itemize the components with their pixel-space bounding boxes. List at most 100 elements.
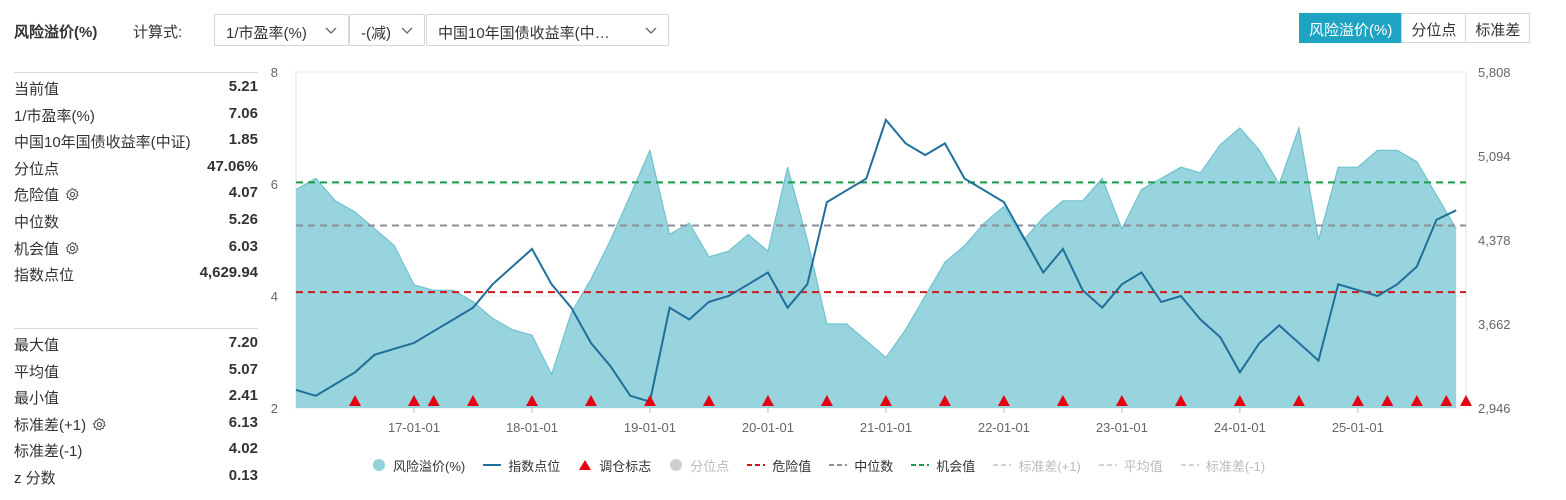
legend-swatch-icon <box>1180 464 1199 466</box>
denominator-select[interactable]: 中国10年国债收益率(中… <box>426 14 669 46</box>
legend-label: 标准差(+1) <box>1018 458 1081 474</box>
stat-row: 机会值 6.03 <box>14 233 258 260</box>
stat-value: 4.07 <box>228 184 258 202</box>
stat-label: 中国10年国债收益率(中证) <box>14 134 191 152</box>
stat-value: 2.41 <box>228 387 258 405</box>
stat-row: 1/市盈率(%) 7.06 <box>14 100 258 127</box>
legend-item[interactable]: 中位数 <box>829 455 893 475</box>
legend-item[interactable]: 风险溢价(%) <box>372 455 465 475</box>
stat-label: 指数点位 <box>14 267 75 285</box>
rebalance-marker <box>427 395 440 406</box>
stat-row: 中国10年国债收益率(中证) 1.85 <box>14 126 258 153</box>
stat-value: 4,629.94 <box>199 264 258 282</box>
legend-swatch-icon <box>579 460 592 470</box>
stat-label: 危险值 <box>14 187 60 205</box>
legend-swatch-icon <box>670 459 683 471</box>
stat-label: 标准差(+1) <box>14 416 87 434</box>
y-left-tick-label: 2 <box>271 401 278 416</box>
rebalance-marker <box>407 395 420 406</box>
stat-label: z 分数 <box>14 469 56 487</box>
y-right-tick-label: 2,946 <box>1478 401 1511 416</box>
legend-item[interactable]: 调仓标志 <box>578 455 651 475</box>
stat-row: 平均值 5.07 <box>14 356 258 383</box>
numerator-select[interactable]: 1/市盈率(%) <box>214 14 349 46</box>
legend-item[interactable]: 标准差(+1) <box>993 455 1081 475</box>
operator-select[interactable]: -(减) <box>349 14 425 46</box>
stats-panel-current: 当前值 5.21 1/市盈率(%) 7.06 中国10年国债收益率(中证) 1.85 分位点… <box>14 72 258 286</box>
y-left-tick-label: 6 <box>271 177 278 192</box>
tab-percentile[interactable]: 分位点 <box>1401 13 1467 43</box>
gear-icon[interactable] <box>65 241 80 256</box>
legend-swatch-icon <box>373 459 385 471</box>
rebalance-marker <box>584 395 597 406</box>
stat-value: 7.06 <box>228 104 258 122</box>
tab-risk-premium[interactable]: 风险溢价(%) <box>1299 13 1403 43</box>
y-right-tick-label: 5,094 <box>1478 149 1511 164</box>
legend-label: 平均值 <box>1123 458 1163 474</box>
rebalance-marker <box>702 395 715 406</box>
rebalance-marker <box>1381 395 1394 406</box>
legend-item[interactable]: 危险值 <box>747 455 811 475</box>
gear-icon[interactable] <box>65 187 80 202</box>
x-tick-label: 24-01-01 <box>1214 420 1266 435</box>
stat-value: 47.06% <box>207 157 258 175</box>
view-tabs: 风险溢价(%) 分位点 标准差 <box>1299 13 1531 43</box>
legend-swatch-icon <box>829 464 848 466</box>
stat-row: 标准差(-1) 4.02 <box>14 435 258 462</box>
stat-value: 6.13 <box>228 413 258 431</box>
index-line <box>295 117 1457 403</box>
y-right-tick-label: 5,808 <box>1478 65 1511 80</box>
x-tick-label: 21-01-01 <box>860 420 912 435</box>
rebalance-marker <box>820 395 833 406</box>
rebalance-marker <box>761 395 774 406</box>
stat-row: 危险值 4.07 <box>14 179 258 206</box>
y-right-tick-label: 3,662 <box>1478 317 1511 332</box>
stat-value: 7.20 <box>228 334 258 351</box>
legend-swatch-icon <box>1098 464 1117 466</box>
stat-label: 最大值 <box>14 337 60 354</box>
rebalance-marker <box>525 395 538 406</box>
rebalance-marker <box>1174 395 1187 406</box>
legend-item[interactable]: 分位点 <box>669 455 729 475</box>
stat-value: 5.21 <box>228 78 258 95</box>
y-left-tick-label: 8 <box>271 65 278 80</box>
stat-label: 分位点 <box>14 160 60 178</box>
legend-item[interactable]: 指数点位 <box>483 455 560 475</box>
stats-panel-summary: 最大值 7.20 平均值 5.07 最小值 2.41 标准差(+1) 6.13 标准差(-1) 4… <box>14 328 258 489</box>
stat-row: 最小值 2.41 <box>14 382 258 409</box>
stat-label: 1/市盈率(%) <box>14 107 95 125</box>
legend-label: 中位数 <box>854 458 894 474</box>
legend-label: 机会值 <box>936 458 976 474</box>
page-title: 风险溢价(%) <box>14 24 98 41</box>
y-left-tick-label: 4 <box>271 289 278 304</box>
rebalance-marker <box>348 395 361 406</box>
stat-label: 平均值 <box>14 363 60 381</box>
y-right-tick-label: 4,378 <box>1478 233 1511 248</box>
legend-swatch-icon <box>483 464 502 466</box>
rebalance-marker <box>643 395 656 406</box>
tab-std-dev[interactable]: 标准差 <box>1465 13 1531 43</box>
risk-premium-area <box>296 128 1457 408</box>
gear-icon[interactable] <box>92 417 107 432</box>
stat-value: 1.85 <box>228 131 258 149</box>
x-tick-label: 25-01-01 <box>1332 420 1384 435</box>
rebalance-marker <box>1460 395 1472 406</box>
rebalance-marker <box>1440 395 1453 406</box>
legend-item[interactable]: 机会值 <box>911 455 975 475</box>
formula-label: 计算式: <box>133 24 183 41</box>
legend-label: 标准差(-1) <box>1205 458 1266 474</box>
stat-row: 最大值 7.20 <box>14 329 258 356</box>
legend-item[interactable]: 标准差(-1) <box>1180 455 1266 475</box>
stat-label: 标准差(-1) <box>14 443 83 461</box>
x-tick-label: 20-01-01 <box>742 420 794 435</box>
chevron-down-icon <box>645 27 657 34</box>
x-tick-label: 22-01-01 <box>978 420 1030 435</box>
rebalance-marker <box>1351 395 1364 406</box>
legend-swatch-icon <box>993 464 1012 466</box>
risk-premium-edge <box>295 125 1457 376</box>
x-tick-label: 18-01-01 <box>506 420 558 435</box>
chevron-down-icon <box>325 27 337 34</box>
x-tick-label: 19-01-01 <box>624 420 676 435</box>
rebalance-marker <box>1410 395 1423 406</box>
legend-item[interactable]: 平均值 <box>1098 455 1163 475</box>
